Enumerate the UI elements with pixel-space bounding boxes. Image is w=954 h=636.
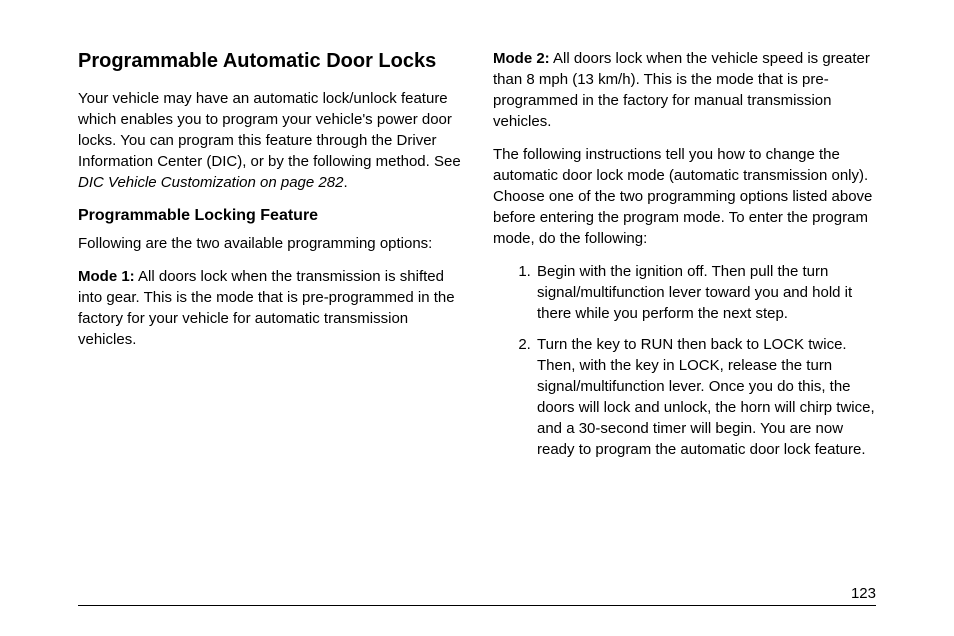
main-heading: Programmable Automatic Door Locks — [78, 48, 461, 74]
mode1-text: All doors lock when the transmission is … — [78, 268, 455, 348]
instructions-intro: The following instructions tell you how … — [493, 144, 876, 249]
intro-paragraph: Your vehicle may have an automatic lock/… — [78, 88, 461, 193]
mode2-text: All doors lock when the vehicle speed is… — [493, 50, 870, 130]
intro-end: . — [343, 174, 347, 191]
subheading: Programmable Locking Feature — [78, 207, 461, 225]
options-intro: Following are the two available programm… — [78, 233, 461, 254]
intro-text: Your vehicle may have an automatic lock/… — [78, 90, 461, 170]
content-columns: Programmable Automatic Door Locks Your v… — [78, 48, 876, 470]
mode2-label: Mode 2: — [493, 50, 550, 67]
step-item: Begin with the ignition off. Then pull t… — [535, 261, 876, 324]
left-column: Programmable Automatic Door Locks Your v… — [78, 48, 461, 470]
mode1-label: Mode 1: — [78, 268, 135, 285]
footer-rule — [78, 605, 876, 606]
page-number: 123 — [841, 585, 876, 602]
steps-list: Begin with the ignition off. Then pull t… — [493, 261, 876, 460]
right-column: Mode 2: All doors lock when the vehicle … — [493, 48, 876, 470]
step-item: Turn the key to RUN then back to LOCK tw… — [535, 334, 876, 460]
intro-reference: DIC Vehicle Customization on page 282 — [78, 174, 343, 191]
footer: 123 — [78, 605, 876, 606]
mode2-paragraph: Mode 2: All doors lock when the vehicle … — [493, 48, 876, 132]
mode1-paragraph: Mode 1: All doors lock when the transmis… — [78, 266, 461, 350]
